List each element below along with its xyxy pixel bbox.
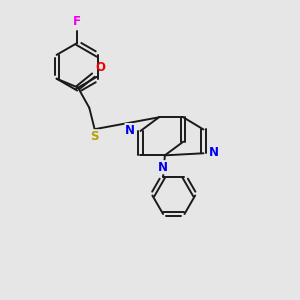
Text: O: O (96, 61, 106, 74)
Text: F: F (73, 14, 81, 28)
Text: S: S (90, 130, 99, 143)
Text: N: N (158, 161, 168, 174)
Text: N: N (209, 146, 219, 159)
Text: N: N (125, 124, 135, 136)
